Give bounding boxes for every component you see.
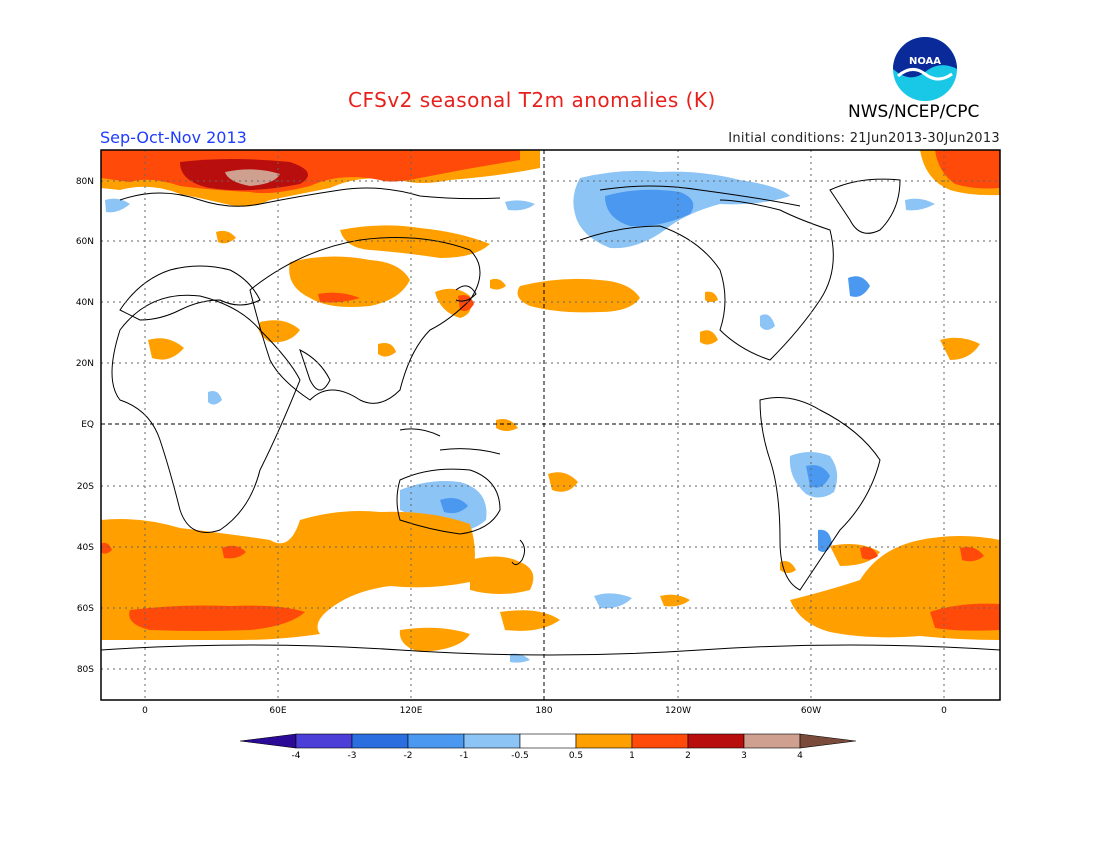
map-frame [100,149,1001,701]
initial-conditions-label: Initial conditions: 21Jun2013-30Jun2013 [728,131,1000,146]
colorbar-label: 3 [741,751,747,761]
colorbar-arrow-low [239,733,297,749]
colorbar-label: -3 [348,751,357,761]
colorbar-arrow-high [799,733,857,749]
colorbar-swatch [687,733,745,749]
colorbar-swatch [463,733,521,749]
arctic-east-hot [935,150,1000,189]
arctic-cold-core [605,189,694,227]
lat-label: EQ [81,420,94,430]
lon-label: 120W [665,706,691,716]
lon-label: 60W [801,706,821,716]
colorbar-swatch [631,733,689,749]
season-label: Sep-Oct-Nov 2013 [100,128,247,147]
southern-ocean-hot-anomaly [129,605,305,631]
pacific-warm-anomaly [517,278,640,313]
colorbar-swatch [351,733,409,749]
anomaly-fields [101,150,1000,700]
lon-label: 0 [142,706,148,716]
colorbar-label: -2 [404,751,413,761]
lon-label: 60E [269,706,286,716]
coastlines [101,178,1000,656]
gridlines [101,150,1000,700]
lat-label: 60N [76,237,94,247]
colorbar-label: 1 [629,751,635,761]
lon-label: 120E [400,706,423,716]
colorbar-label: -4 [292,751,301,761]
noaa-logo: NOAA [893,37,957,101]
lat-label: 80N [76,177,94,187]
colorbar-swatch [743,733,801,749]
colorbar-swatch [519,733,577,749]
lat-label: 80S [77,665,94,675]
lat-label: 40S [77,543,94,553]
logo-text: NOAA [909,56,941,67]
colorbar-swatch [407,733,465,749]
lon-label: 180 [535,706,552,716]
colorbar-swatch [295,733,353,749]
colorbar-label: -1 [460,751,469,761]
colorbar-swatch [575,733,633,749]
lat-label: 20S [77,482,94,492]
colorbar-label: 0.5 [569,751,583,761]
lat-label: 20N [76,359,94,369]
longitude-labels: 0 60E 120E 180 120W 60W 0 [142,706,947,716]
lat-label: 60S [77,604,94,614]
agency-label: NWS/NCEP/CPC [848,102,980,122]
reference-lines [101,150,1000,700]
latitude-labels: 80N 60N 40N 20N EQ 20S 40S 60S 80S [76,177,94,675]
colorbar-label: 4 [797,751,803,761]
colorbar-label: 2 [685,751,691,761]
arctic-extreme-anomaly [225,169,280,186]
colorbar: -4 -3 -2 -1 -0.5 0.5 1 2 3 4 [239,733,857,761]
lat-label: 40N [76,298,94,308]
colorbar-label: -0.5 [511,751,529,761]
map-title: CFSv2 seasonal T2m anomalies (K) [348,88,716,112]
lon-label: 0 [941,706,947,716]
